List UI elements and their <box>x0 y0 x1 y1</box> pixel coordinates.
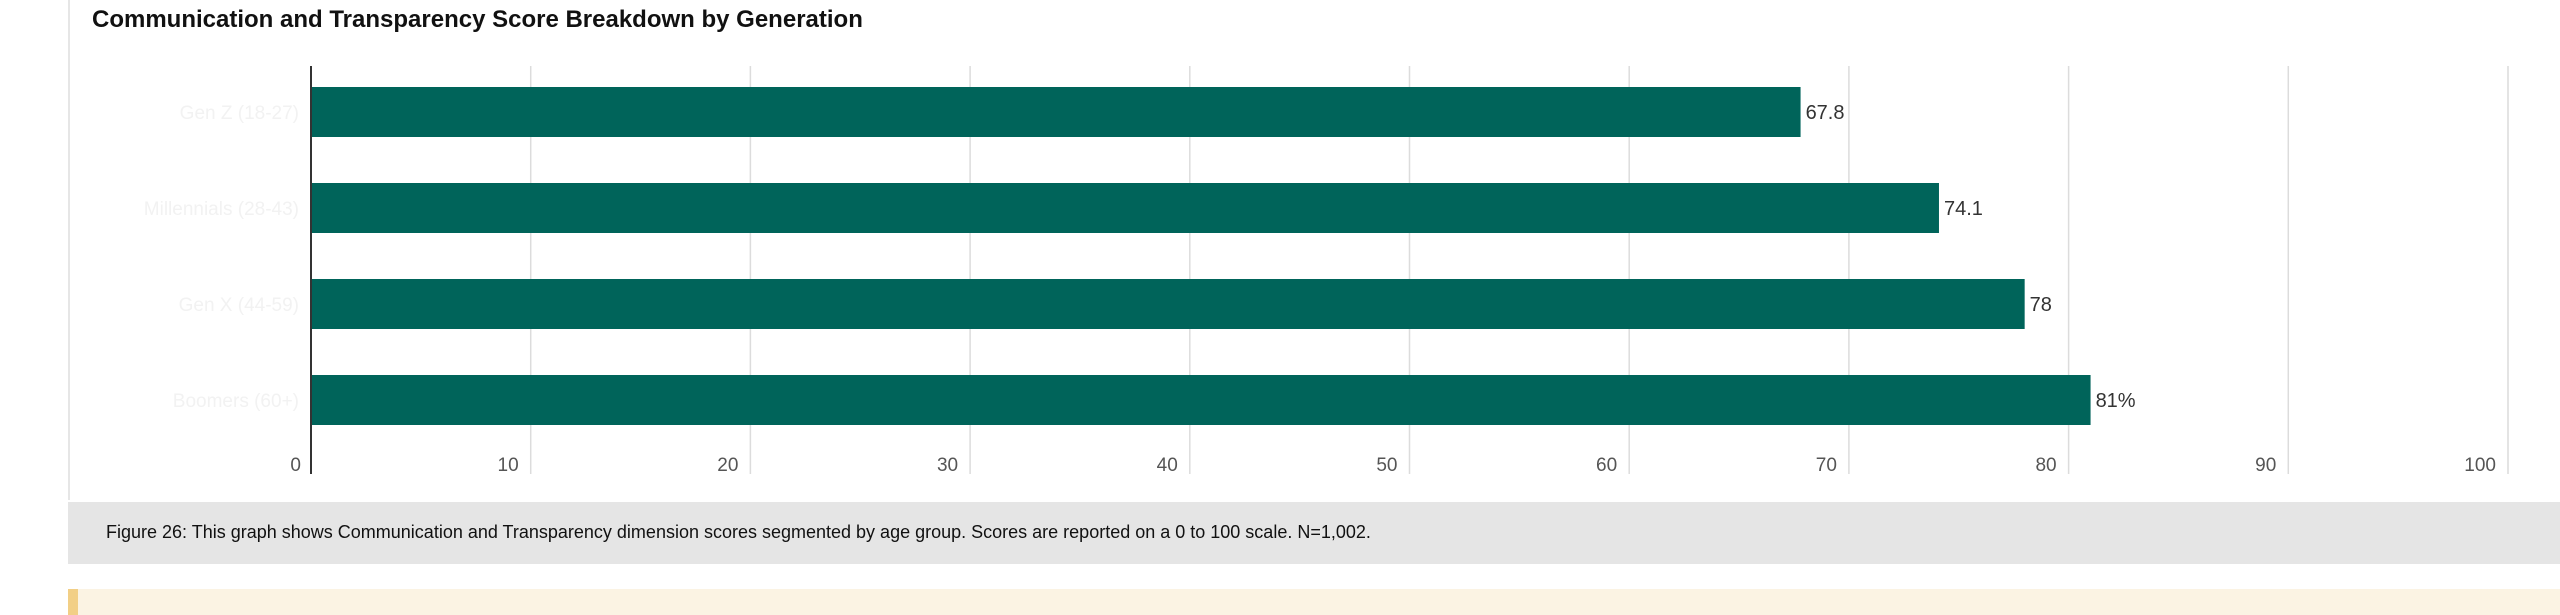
x-tick-label: 80 <box>2035 455 2056 476</box>
x-tick-label: 0 <box>290 455 301 476</box>
x-axis-ticks: 0 10 20 30 40 50 60 70 80 90 100 <box>290 455 2496 476</box>
bar <box>311 87 1801 137</box>
bar <box>311 183 1939 233</box>
bar <box>311 279 2025 329</box>
bars <box>311 87 2091 425</box>
x-tick-label: 70 <box>1816 455 1837 476</box>
callout-accent-bar <box>68 589 78 615</box>
x-tick-label: 30 <box>937 455 958 476</box>
callout-box <box>68 589 2560 615</box>
category-label: Gen X (44-59) <box>179 295 299 316</box>
category-label: Gen Z (18-27) <box>180 103 299 124</box>
category-label: Boomers (60+) <box>173 391 299 412</box>
category-labels: Gen Z (18-27) Millennials (28-43) Gen X (4… <box>144 103 299 412</box>
data-label: 74.1 <box>1944 198 1983 220</box>
x-tick-label: 40 <box>1157 455 1178 476</box>
figure-caption-box: Figure 26: This graph shows Communicatio… <box>68 502 2560 564</box>
figure-caption: Figure 26: This graph shows Communicatio… <box>106 522 1371 542</box>
content-left-rule <box>68 0 70 500</box>
x-tick-label: 50 <box>1376 455 1397 476</box>
x-tick-label: 100 <box>2464 455 2496 476</box>
bar-chart: Gen Z (18-27) Millennials (28-43) Gen X (4… <box>144 66 2509 476</box>
x-tick-label: 60 <box>1596 455 1617 476</box>
data-label: 67.8 <box>1806 102 1845 124</box>
value-labels: 67.8 74.1 78 81% <box>1806 102 2136 412</box>
x-tick-label: 20 <box>717 455 738 476</box>
category-label: Millennials (28-43) <box>144 199 299 220</box>
x-tick-label: 10 <box>498 455 519 476</box>
data-label: 81% <box>2096 390 2136 412</box>
data-label: 78 <box>2030 294 2052 316</box>
x-tick-label: 90 <box>2255 455 2276 476</box>
bar <box>311 375 2091 425</box>
chart-title: Communication and Transparency Score Bre… <box>92 6 863 33</box>
